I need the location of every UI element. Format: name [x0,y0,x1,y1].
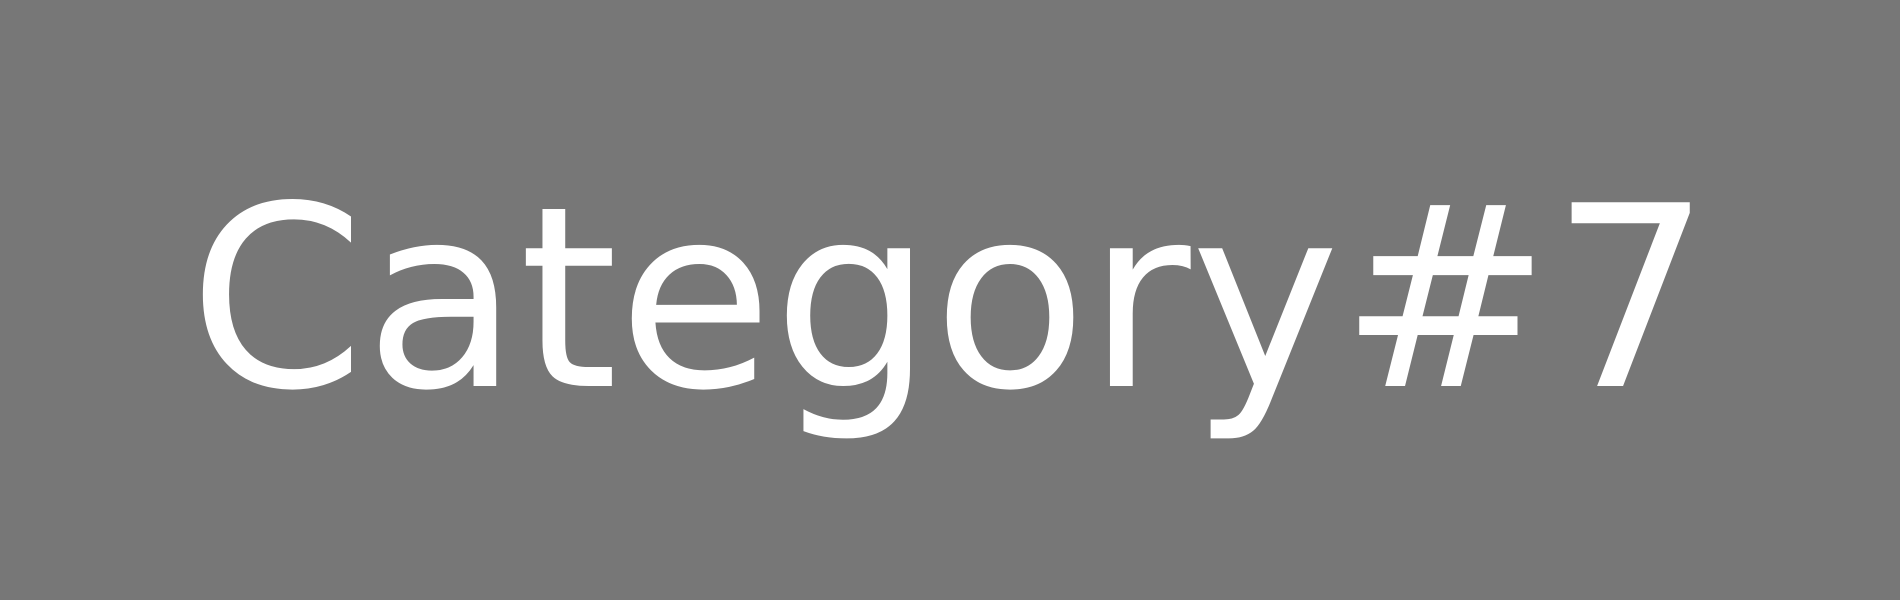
category-label: Category#7 [188,153,1712,446]
